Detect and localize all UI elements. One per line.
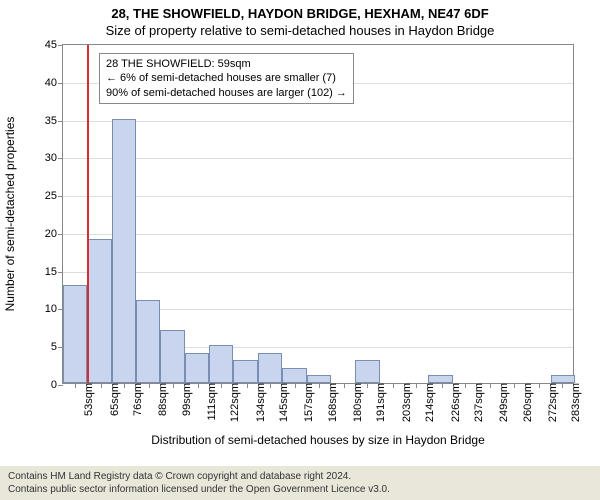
y-tick-mark (58, 272, 63, 273)
x-tick-mark (442, 383, 443, 388)
license-line-2: Contains public sector information licen… (8, 483, 592, 496)
x-tick-mark (173, 383, 174, 388)
annotation-line: ← 6% of semi-detached houses are smaller… (106, 71, 347, 85)
grid-line (63, 234, 573, 235)
annotation-line: 28 THE SHOWFIELD: 59sqm (106, 57, 347, 71)
grid-line (63, 196, 573, 197)
histogram-bar (87, 239, 111, 383)
y-tick-mark (58, 45, 63, 46)
histogram-bar (185, 353, 209, 383)
x-tick-label: 88sqm (153, 383, 169, 416)
x-tick-mark (490, 383, 491, 388)
x-tick-label: 145sqm (274, 383, 290, 422)
x-tick-label: 283sqm (566, 383, 582, 422)
x-tick-label: 249sqm (494, 383, 510, 422)
y-tick-mark (58, 385, 63, 386)
x-tick-label: 226sqm (446, 383, 462, 422)
license-line-1: Contains HM Land Registry data © Crown c… (8, 470, 592, 483)
histogram-bar (355, 360, 379, 383)
histogram-bar (112, 119, 136, 383)
x-tick-label: 168sqm (323, 383, 339, 422)
x-tick-mark (295, 383, 296, 388)
x-tick-mark (270, 383, 271, 388)
x-tick-label: 53sqm (79, 383, 95, 416)
x-tick-label: 122sqm (225, 383, 241, 422)
page-subtitle: Size of property relative to semi-detach… (0, 21, 600, 38)
x-tick-label: 76sqm (128, 383, 144, 416)
x-tick-mark (539, 383, 540, 388)
x-tick-label: 99sqm (177, 383, 193, 416)
x-tick-label: 260sqm (518, 383, 534, 422)
x-tick-mark (198, 383, 199, 388)
x-tick-mark (367, 383, 368, 388)
x-tick-mark (247, 383, 248, 388)
x-tick-label: 157sqm (299, 383, 315, 422)
x-tick-label: 214sqm (420, 383, 436, 422)
histogram-bar (136, 300, 160, 383)
x-tick-mark (101, 383, 102, 388)
histogram-bar (307, 375, 331, 383)
x-tick-mark (149, 383, 150, 388)
grid-line (63, 158, 573, 159)
x-tick-label: 272sqm (543, 383, 559, 422)
x-axis-label: Distribution of semi-detached houses by … (62, 433, 574, 447)
x-tick-label: 65sqm (105, 383, 121, 416)
x-tick-mark (416, 383, 417, 388)
histogram-bar (209, 345, 233, 383)
x-tick-label: 191sqm (371, 383, 387, 422)
x-tick-mark (221, 383, 222, 388)
grid-line (63, 121, 573, 122)
x-tick-mark (562, 383, 563, 388)
histogram-plot: 05101520253035404553sqm65sqm76sqm88sqm99… (62, 44, 574, 384)
x-tick-label: 237sqm (469, 383, 485, 422)
license-footer: Contains HM Land Registry data © Crown c… (0, 466, 600, 500)
x-tick-mark (514, 383, 515, 388)
y-axis-label: Number of semi-detached properties (3, 117, 17, 312)
property-marker-line (87, 45, 89, 383)
page-title: 28, THE SHOWFIELD, HAYDON BRIDGE, HEXHAM… (0, 0, 600, 21)
x-tick-label: 180sqm (348, 383, 364, 422)
x-tick-mark (465, 383, 466, 388)
histogram-bar (258, 353, 282, 383)
y-tick-mark (58, 196, 63, 197)
x-tick-mark (344, 383, 345, 388)
x-tick-mark (393, 383, 394, 388)
x-tick-label: 134sqm (251, 383, 267, 422)
histogram-bar (233, 360, 257, 383)
annotation-box: 28 THE SHOWFIELD: 59sqm← 6% of semi-deta… (99, 53, 354, 104)
y-tick-mark (58, 83, 63, 84)
x-tick-mark (124, 383, 125, 388)
x-tick-label: 203sqm (397, 383, 413, 422)
x-tick-mark (75, 383, 76, 388)
histogram-bar (282, 368, 306, 383)
y-tick-mark (58, 234, 63, 235)
histogram-bar (63, 285, 87, 383)
histogram-bar (160, 330, 184, 383)
histogram-bar (551, 375, 575, 383)
y-tick-mark (58, 158, 63, 159)
histogram-bar (428, 375, 452, 383)
x-tick-label: 111sqm (202, 383, 218, 421)
y-tick-mark (58, 121, 63, 122)
grid-line (63, 272, 573, 273)
annotation-line: 90% of semi-detached houses are larger (… (106, 86, 347, 100)
x-tick-mark (319, 383, 320, 388)
